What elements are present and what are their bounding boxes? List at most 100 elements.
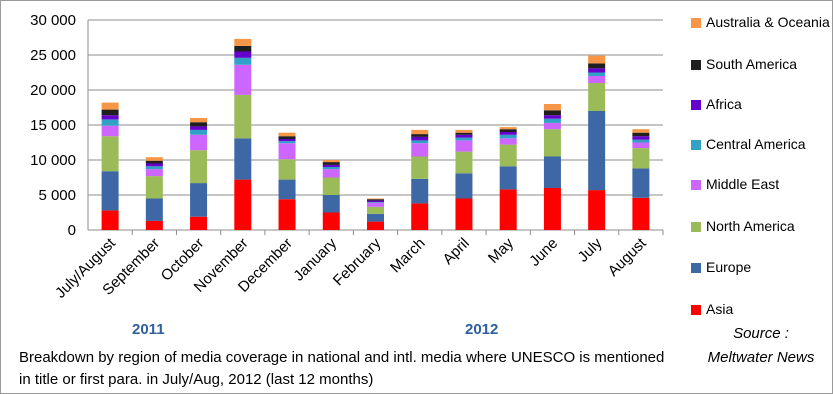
bar-segment — [411, 134, 429, 137]
bar-segment — [455, 140, 473, 152]
bar-segment — [145, 198, 163, 221]
x-tick-label: March — [387, 235, 428, 276]
chart-plot: 0 5 000 10 000 15 000 20 000 25 000 30 000 July… — [30, 12, 664, 302]
legend-swatch — [691, 60, 701, 70]
bar-segment — [588, 55, 606, 64]
bar-segment — [190, 134, 208, 151]
bar-segment — [101, 125, 119, 137]
bar-segment — [101, 115, 119, 120]
bar-segment — [278, 199, 296, 230]
bar-segment — [190, 183, 208, 217]
bar-segment — [499, 189, 517, 230]
bar-segment — [499, 138, 517, 145]
bar-segment — [499, 144, 517, 167]
y-tick-label: 25 000 — [30, 47, 76, 64]
bar-segment — [234, 138, 252, 180]
bar-segment — [234, 64, 252, 95]
bar-segment — [588, 83, 606, 111]
bar-segment — [543, 104, 561, 111]
bar-segment — [632, 136, 650, 140]
source-note: Source : Meltwater News — [707, 325, 815, 366]
bar-segment — [367, 221, 384, 230]
bar-segment — [234, 38, 252, 46]
y-tick-label: 10 000 — [30, 152, 76, 169]
bar-segment — [322, 195, 340, 213]
bar-segment — [411, 140, 429, 144]
bar-segment — [101, 171, 119, 211]
bar-segment — [367, 198, 384, 200]
bar-segment — [190, 118, 208, 123]
y-tick-label: 20 000 — [30, 82, 76, 99]
bar-segment — [543, 188, 561, 230]
bar-segment — [499, 134, 517, 139]
x-tick-label: June — [526, 235, 561, 270]
bar-segment — [543, 129, 561, 157]
legend-swatch — [691, 180, 701, 190]
bar-segment — [234, 45, 252, 52]
bar-segment — [101, 119, 119, 126]
x-tick-label: May — [485, 234, 517, 266]
bar-segment — [499, 129, 517, 132]
bar-segment — [455, 151, 473, 174]
bar-segment — [278, 143, 296, 160]
legend-label: North America — [706, 218, 795, 234]
bar-segment — [145, 157, 163, 161]
bar-segment — [234, 51, 252, 58]
bar-segment — [101, 102, 119, 110]
bar-segment — [145, 166, 163, 170]
y-tick-label: 5 000 — [38, 187, 76, 204]
legend-swatch — [691, 305, 701, 315]
bar-segment — [190, 216, 208, 230]
x-tick-label: February — [330, 234, 385, 289]
bar-segment — [101, 210, 119, 230]
bar-segment — [455, 132, 473, 135]
bar-segment — [455, 134, 473, 138]
legend-swatch — [691, 140, 701, 150]
bar-segment — [543, 115, 561, 119]
bar-segment — [588, 190, 606, 230]
bar-segment — [278, 136, 296, 139]
bar-segment — [499, 132, 517, 135]
bar-segment — [234, 94, 252, 139]
bar-segment — [234, 57, 252, 65]
bar-segment — [101, 136, 119, 172]
bar-segment — [190, 150, 208, 184]
bar-segment — [367, 202, 384, 203]
bar-segment — [367, 199, 384, 201]
bar-segment — [632, 142, 650, 149]
y-tick-label: 0 — [68, 222, 76, 239]
bar-segment — [322, 177, 340, 195]
year-label-2011: 2011 — [132, 321, 165, 338]
bar-segment — [499, 127, 517, 130]
bar-segment — [190, 129, 208, 135]
bar-segment — [145, 160, 163, 164]
year-label-2012: 2012 — [465, 321, 499, 338]
bar-segment — [101, 109, 119, 116]
y-tick-label: 30 000 — [30, 12, 76, 29]
bar-segment — [455, 198, 473, 230]
bar-segment — [145, 163, 163, 167]
bar-segment — [234, 179, 252, 230]
bar-segment — [145, 220, 163, 230]
bar-segment — [190, 122, 208, 127]
bar-segment — [632, 197, 650, 230]
bar-segment — [632, 139, 650, 143]
bar-segment — [588, 76, 606, 83]
bar-segment — [455, 129, 473, 133]
legend-swatch — [691, 222, 701, 232]
bar-segment — [411, 178, 429, 204]
bar-segment — [543, 110, 561, 116]
bar-segment — [455, 137, 473, 141]
legend-label: South America — [706, 56, 798, 72]
bar-segment — [322, 160, 340, 163]
legend-label: Asia — [706, 301, 734, 317]
legend-swatch — [691, 100, 701, 110]
bar-segment — [278, 141, 296, 144]
bar-segment — [543, 122, 561, 130]
bar-segment — [455, 173, 473, 199]
bar-segment — [632, 168, 650, 198]
legend-label: Africa — [706, 96, 742, 112]
x-tick-label: August — [605, 234, 651, 280]
bar-segment — [411, 156, 429, 179]
bar-segment — [367, 200, 384, 202]
